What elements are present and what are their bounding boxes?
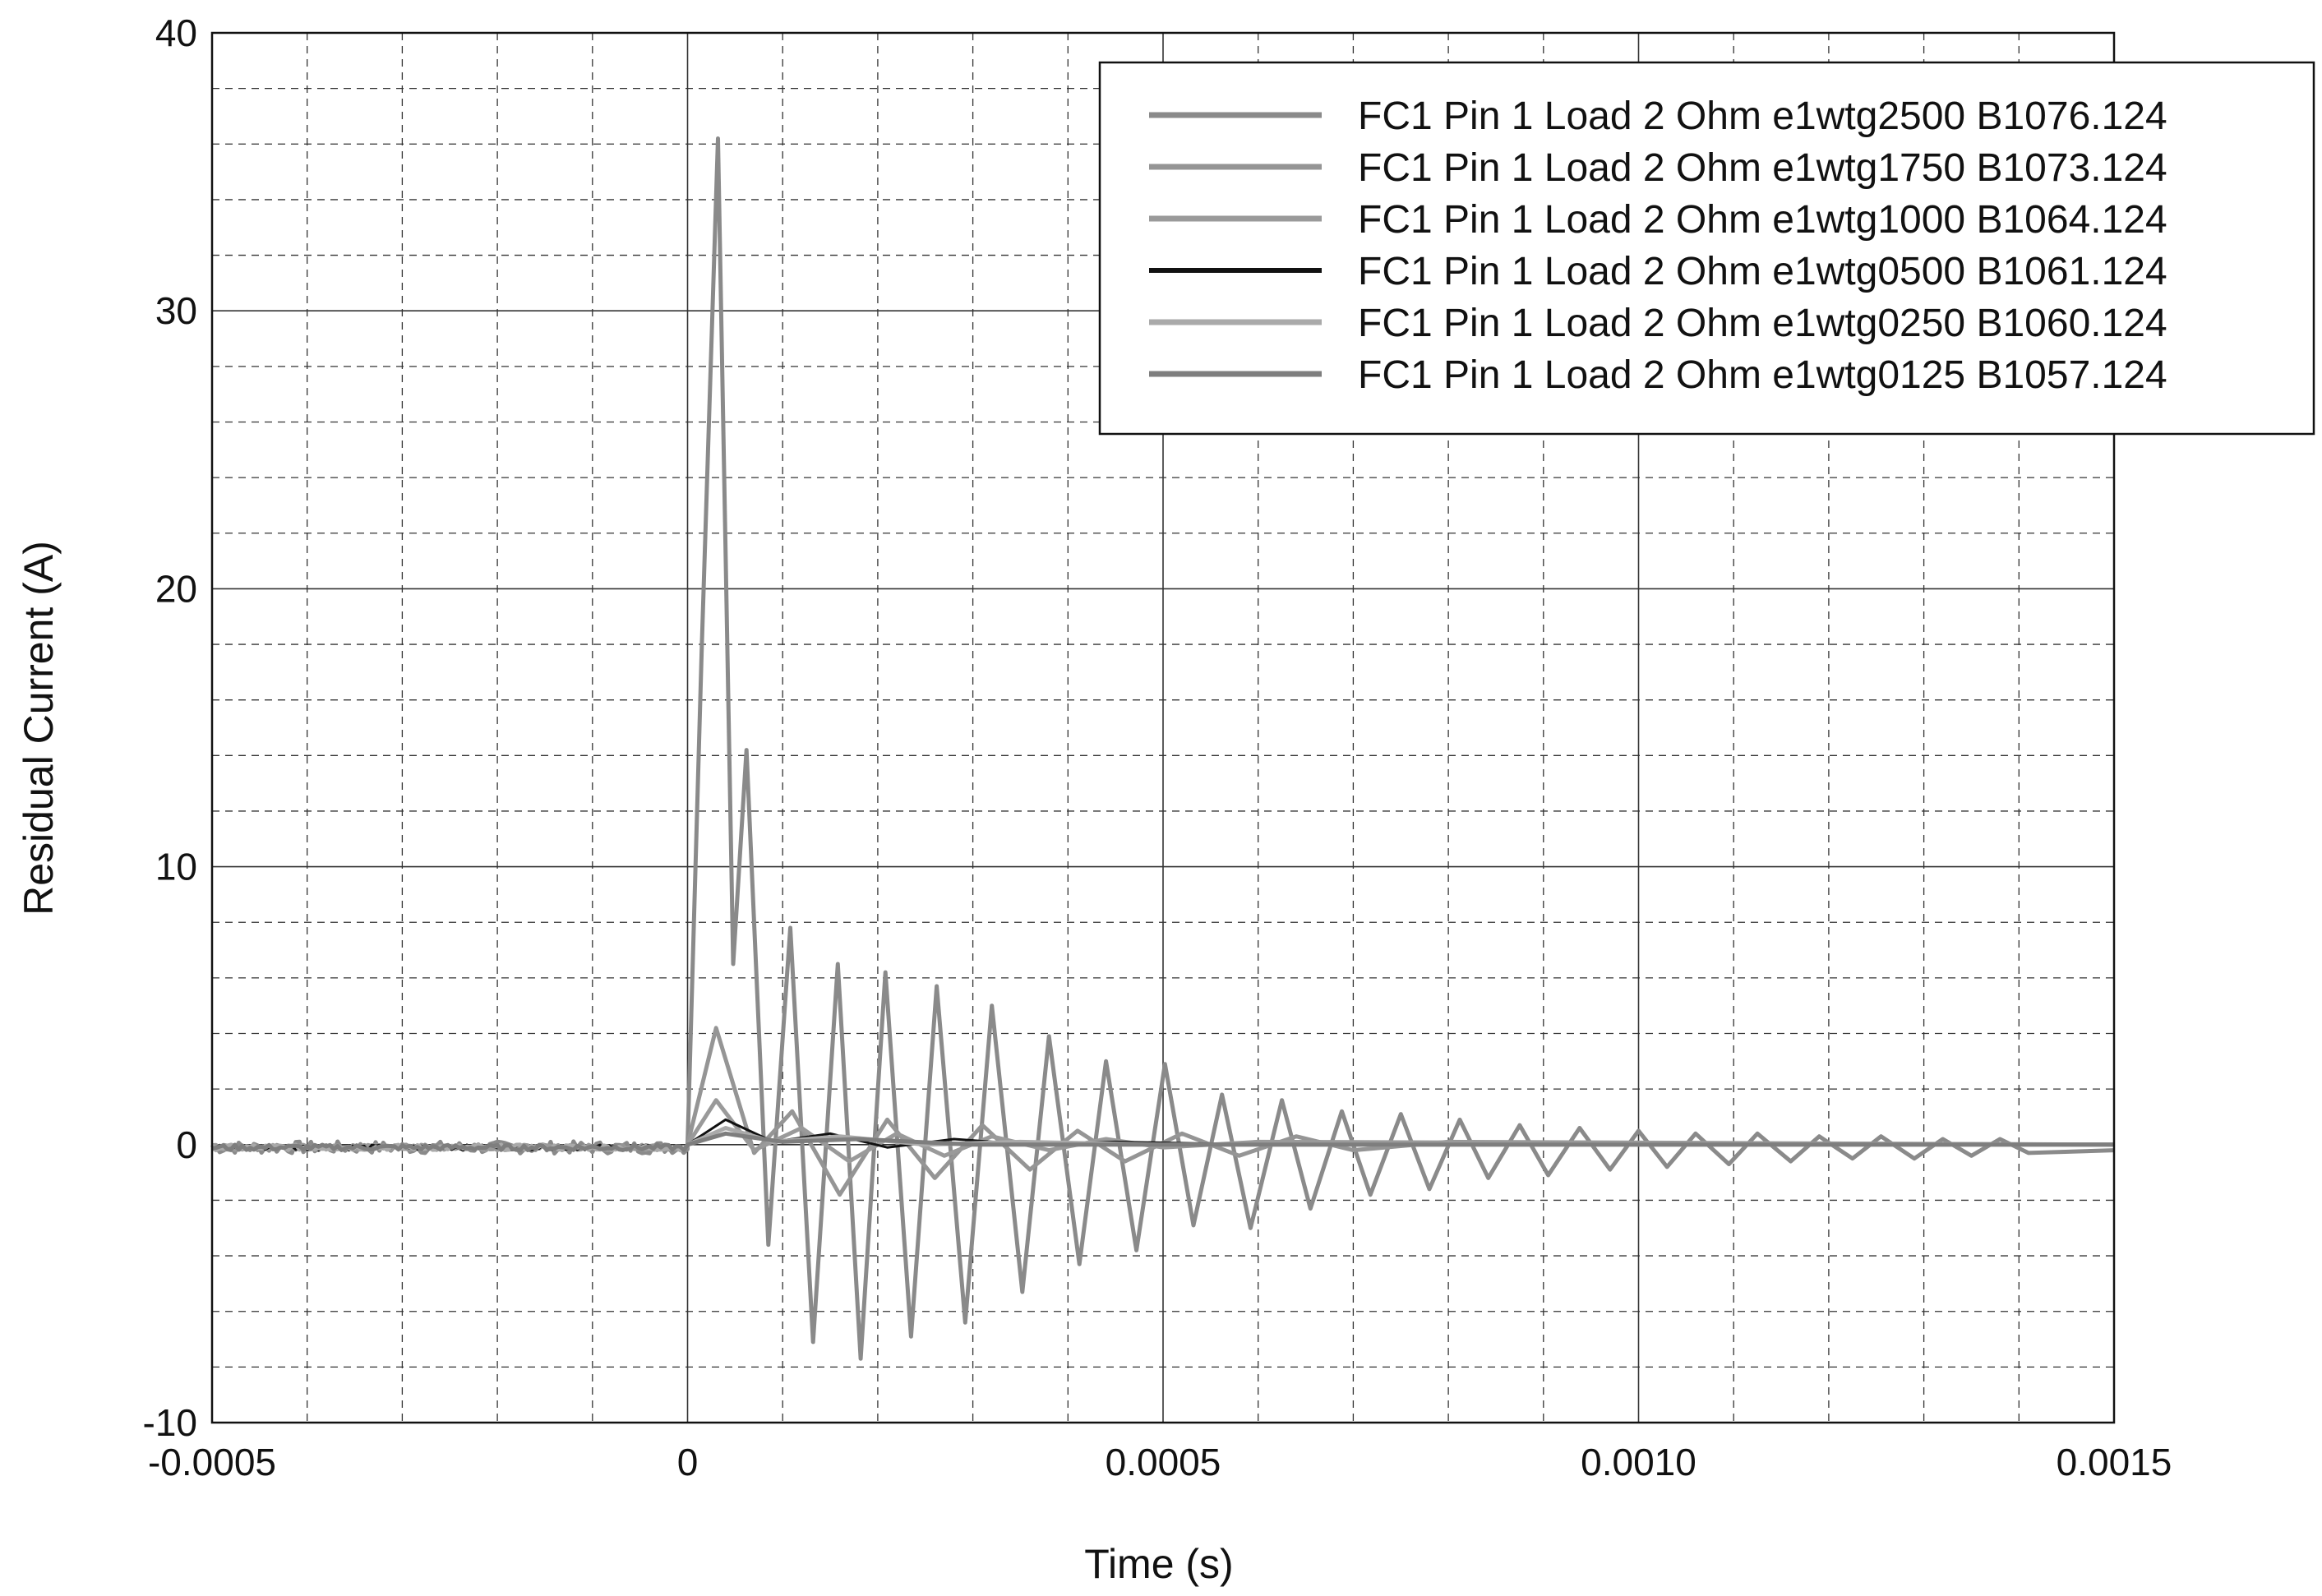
x-tick-label: -0.0005 — [148, 1441, 276, 1483]
x-axis-ticks: -0.0005 0 0.0005 0.0010 0.0015 — [148, 1441, 2172, 1483]
y-tick-label: 10 — [155, 846, 197, 888]
plot-series — [210, 136, 2115, 1361]
y-tick-label: 0 — [176, 1123, 197, 1166]
y-tick-label: 20 — [155, 567, 197, 610]
legend-label: FC1 Pin 1 Load 2 Ohm e1wtg1750 B1073.124 — [1358, 146, 2167, 190]
legend-label: FC1 Pin 1 Load 2 Ohm e1wtg0250 B1060.124 — [1358, 302, 2167, 345]
y-axis-ticks: -10 0 10 20 30 40 — [143, 12, 197, 1444]
x-tick-label: 0 — [677, 1441, 699, 1483]
x-axis-label: Time (s) — [1084, 1541, 1233, 1587]
legend-label: FC1 Pin 1 Load 2 Ohm e1wtg1000 B1064.124 — [1358, 198, 2167, 242]
plot-frame — [210, 31, 2116, 1424]
x-tick-label: 0.0010 — [1581, 1441, 1696, 1483]
legend-label: FC1 Pin 1 Load 2 Ohm e1wtg0500 B1061.124 — [1358, 250, 2167, 293]
y-tick-label: 40 — [155, 12, 197, 54]
legend-label: FC1 Pin 1 Load 2 Ohm e1wtg0125 B1057.124 — [1358, 353, 2167, 397]
y-axis-label: Residual Current (A) — [16, 541, 62, 916]
x-tick-label: 0.0005 — [1106, 1441, 1221, 1483]
series-line — [211, 1131, 2114, 1152]
legend-label: FC1 Pin 1 Load 2 Ohm e1wtg2500 B1076.124 — [1358, 95, 2167, 138]
x-tick-label: 0.0015 — [2057, 1441, 2172, 1483]
y-tick-label: -10 — [143, 1401, 197, 1444]
y-tick-label: 30 — [155, 289, 197, 332]
legend: FC1 Pin 1 Load 2 Ohm e1wtg2500 B1076.124… — [1098, 61, 2315, 436]
